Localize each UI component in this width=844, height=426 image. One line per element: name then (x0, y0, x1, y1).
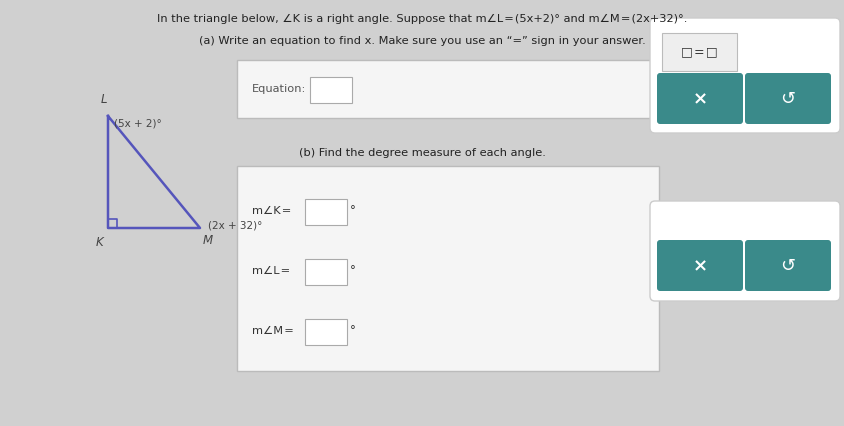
FancyBboxPatch shape (650, 18, 840, 133)
FancyBboxPatch shape (650, 201, 840, 301)
Text: Equation:: Equation: (252, 84, 306, 94)
Text: ×: × (692, 257, 707, 275)
Text: m∠L =: m∠L = (252, 266, 290, 276)
Text: ×: × (692, 90, 707, 108)
Text: °: ° (350, 265, 356, 277)
Text: □ = □: □ = □ (681, 46, 717, 58)
FancyBboxPatch shape (745, 240, 831, 291)
Text: ↺: ↺ (781, 90, 796, 108)
FancyBboxPatch shape (305, 259, 347, 285)
Text: m∠M =: m∠M = (252, 326, 294, 336)
FancyBboxPatch shape (237, 60, 659, 118)
Text: In the triangle below, ∠K is a right angle. Suppose that m∠L = (5x+2)° and m∠M =: In the triangle below, ∠K is a right ang… (157, 14, 687, 24)
Text: K: K (95, 236, 103, 249)
Text: m∠K =: m∠K = (252, 206, 291, 216)
Text: ↺: ↺ (781, 257, 796, 275)
FancyBboxPatch shape (305, 319, 347, 345)
Text: M: M (203, 234, 214, 247)
FancyBboxPatch shape (745, 73, 831, 124)
FancyBboxPatch shape (662, 33, 737, 71)
Text: °: ° (350, 204, 356, 218)
FancyBboxPatch shape (657, 73, 743, 124)
Text: (a) Write an equation to find x. Make sure you use an “=” sign in your answer.: (a) Write an equation to find x. Make su… (198, 36, 646, 46)
Text: (5x + 2)°: (5x + 2)° (114, 118, 162, 128)
Text: L: L (100, 93, 107, 106)
FancyBboxPatch shape (237, 166, 659, 371)
FancyBboxPatch shape (305, 199, 347, 225)
Text: (b) Find the degree measure of each angle.: (b) Find the degree measure of each angl… (299, 148, 545, 158)
FancyBboxPatch shape (657, 240, 743, 291)
Text: (2x + 32)°: (2x + 32)° (208, 221, 262, 231)
Text: °: ° (350, 325, 356, 337)
FancyBboxPatch shape (310, 77, 352, 103)
